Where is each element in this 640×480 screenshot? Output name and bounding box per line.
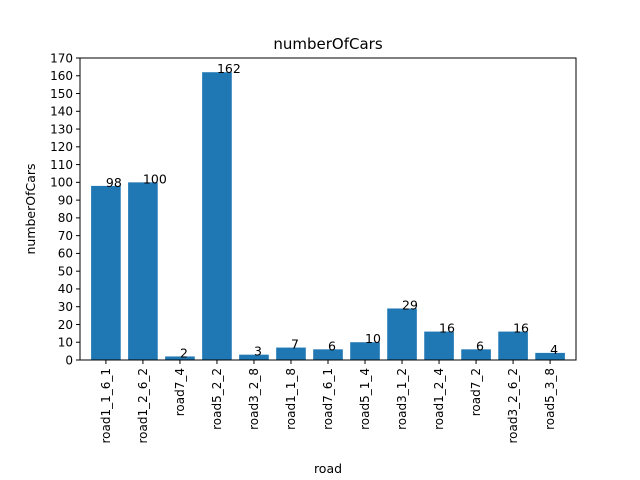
x-tick-label-road1_2_4: road1_2_4 xyxy=(432,368,446,430)
y-tick-label-100: 100 xyxy=(50,176,73,190)
data-label-road5_2_2: 162 xyxy=(217,61,241,76)
y-tick-label-30: 30 xyxy=(58,300,73,314)
bar-road7_4 xyxy=(165,356,195,360)
data-label-road7_4: 2 xyxy=(180,345,188,360)
bar-road1_2_4 xyxy=(424,331,454,360)
y-tick-label-160: 160 xyxy=(50,69,73,83)
data-label-group: 98 100 2 162 3 7 6 10 29 16 6 16 4 xyxy=(106,61,558,360)
y-tick-label-120: 120 xyxy=(50,140,73,154)
y-tick-label-0: 0 xyxy=(65,353,73,367)
x-tick-label-road1_1_6_1: road1_1_6_1 xyxy=(99,368,113,444)
x-tick-label-road7_2: road7_2 xyxy=(469,368,483,416)
x-tick-label-road5_2_2: road5_2_2 xyxy=(210,368,224,430)
bar-road1_1_6_1 xyxy=(91,185,121,360)
data-label-road7_6_1: 6 xyxy=(328,338,336,353)
y-tick-label-40: 40 xyxy=(58,282,73,296)
y-tick-label-60: 60 xyxy=(58,247,73,261)
data-label-road3_1_2: 29 xyxy=(402,297,418,312)
x-tick-label-road7_4: road7_4 xyxy=(173,368,187,416)
x-tick-label-road3_2_6_2: road3_2_6_2 xyxy=(506,368,520,444)
y-axis-label: numberOfCars xyxy=(23,163,38,254)
chart-title: numberOfCars xyxy=(273,35,382,53)
plot-frame xyxy=(79,57,577,361)
data-label-road7_2: 6 xyxy=(476,338,484,353)
x-tick-label-road3_1_2: road3_1_2 xyxy=(395,368,409,430)
y-axis: 0 10 20 30 40 50 60 70 80 90 100 110 120 130 140 150 160… xyxy=(50,51,80,367)
bar-road7_6_1 xyxy=(313,349,343,360)
y-tick-label-50: 50 xyxy=(58,264,73,278)
x-axis-label: road xyxy=(314,461,342,476)
x-tick-label-road5_3_8: road5_3_8 xyxy=(543,368,557,430)
data-label-road5_3_8: 4 xyxy=(550,342,558,357)
y-tick-label-90: 90 xyxy=(58,193,73,207)
y-tick-label-140: 140 xyxy=(50,105,73,119)
y-tick-label-10: 10 xyxy=(58,336,73,350)
y-tick-label-110: 110 xyxy=(50,158,73,172)
y-tick-label-130: 130 xyxy=(50,122,73,136)
bar-road3_2_8 xyxy=(239,354,269,360)
x-tick-label-road7_6_1: road7_6_1 xyxy=(321,368,335,430)
data-label-road1_1_6_1: 98 xyxy=(106,175,122,190)
bar-road5_2_2 xyxy=(202,72,232,360)
bar-road3_2_6_2 xyxy=(498,331,528,360)
y-tick-label-70: 70 xyxy=(58,229,73,243)
x-tick-label-road1_2_6_2: road1_2_6_2 xyxy=(136,368,150,444)
bar-road7_2 xyxy=(461,349,491,360)
data-label-road3_2_6_2: 16 xyxy=(513,321,529,336)
x-tick-label-road1_1_8: road1_1_8 xyxy=(284,368,298,430)
data-label-road5_1_4: 10 xyxy=(365,331,381,346)
y-tick-label-20: 20 xyxy=(58,318,73,332)
y-tick-label-80: 80 xyxy=(58,211,73,225)
bar-road3_1_2 xyxy=(387,308,417,360)
data-label-road3_2_8: 3 xyxy=(254,344,262,359)
data-label-road1_2_6_2: 100 xyxy=(143,171,167,186)
bar-road5_1_4 xyxy=(350,342,380,360)
x-tick-label-road3_2_8: road3_2_8 xyxy=(247,368,261,430)
data-label-road1_2_4: 16 xyxy=(439,321,455,336)
x-tick-label-road5_1_4: road5_1_4 xyxy=(358,368,372,430)
bar-road1_1_8 xyxy=(276,347,306,360)
y-tick-label-170: 170 xyxy=(50,51,73,65)
bar-road1_2_6_2 xyxy=(128,182,158,360)
data-label-road1_1_8: 7 xyxy=(291,337,299,352)
y-tick-label-150: 150 xyxy=(50,87,73,101)
x-axis: road1_1_6_1 road1_2_6_2 road7_4 road5_2_2 ro… xyxy=(99,360,557,444)
bar-road5_3_8 xyxy=(535,352,565,360)
bar-group xyxy=(91,72,565,360)
